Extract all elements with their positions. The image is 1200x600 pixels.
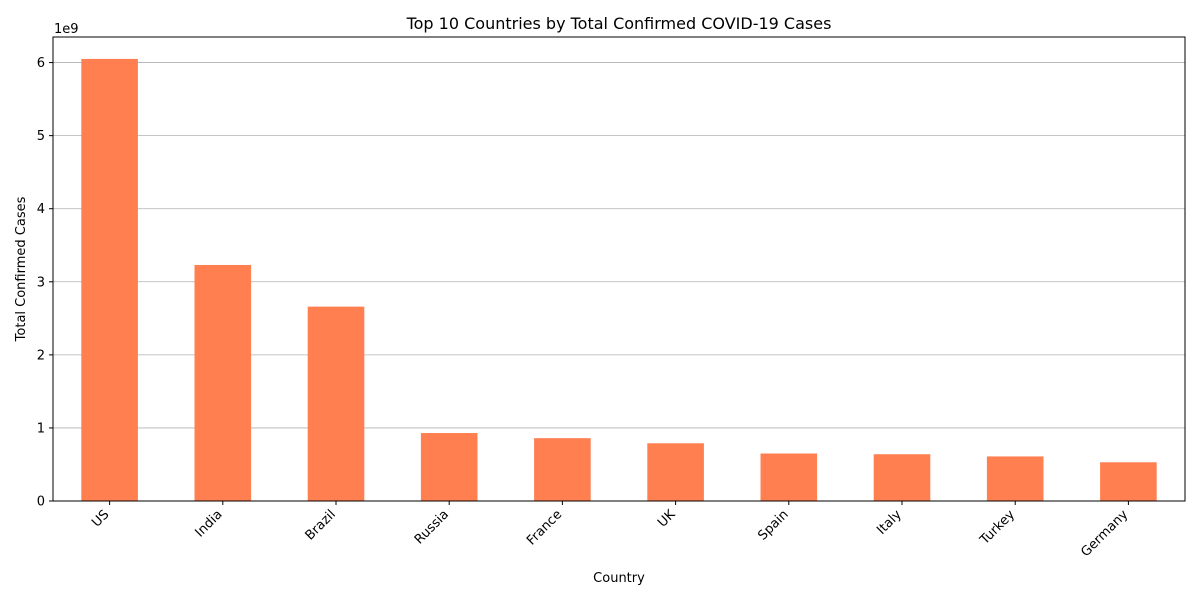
bar-uk	[647, 443, 704, 501]
y-tick-label-6: 6	[37, 56, 45, 71]
bar-brazil	[307, 306, 365, 501]
y-ticks: 0 1 2 3 4 5 6	[37, 56, 53, 510]
x-tick-label-india: India	[192, 507, 225, 540]
x-tick-label-italy: Italy	[874, 507, 905, 538]
y-tick-label-3: 3	[37, 275, 45, 290]
bar-france	[534, 438, 591, 501]
bar-germany	[1100, 462, 1157, 501]
chart-title: Top 10 Countries by Total Confirmed COVI…	[406, 14, 832, 33]
axes	[52, 36, 1186, 502]
x-tick-label-us: US	[89, 507, 112, 530]
bar-spain	[760, 453, 818, 501]
y-axis-label: Total Confirmed Cases	[14, 196, 29, 342]
x-tick-label-russia: Russia	[412, 507, 452, 547]
x-tick-label-uk: UK	[655, 507, 679, 531]
plot-frame	[52, 36, 1186, 502]
x-axis-label: Country	[593, 571, 645, 586]
y-tick-label-5: 5	[37, 129, 45, 144]
y-tick-label-0: 0	[37, 495, 45, 510]
y-tick-label-4: 4	[37, 202, 45, 217]
x-tick-label-brazil: Brazil	[303, 507, 339, 543]
x-tick-label-germany: Germany	[1078, 507, 1131, 560]
y-offset-label: 1e9	[54, 22, 79, 37]
x-tick-label-turkey: Turkey	[977, 507, 1018, 548]
bar-india	[194, 264, 252, 501]
bars	[81, 58, 1157, 501]
bar-russia	[420, 433, 478, 501]
x-tick-label-france: France	[524, 507, 565, 548]
y-tick-label-2: 2	[37, 348, 45, 363]
bar-us	[81, 58, 138, 501]
bar-turkey	[986, 456, 1044, 501]
x-ticks: US India Brazil Russia France UK Spain Italy Tur…	[89, 501, 1131, 560]
y-tick-label-1: 1	[37, 421, 45, 436]
x-tick-label-spain: Spain	[755, 507, 791, 543]
bar-italy	[873, 454, 931, 501]
